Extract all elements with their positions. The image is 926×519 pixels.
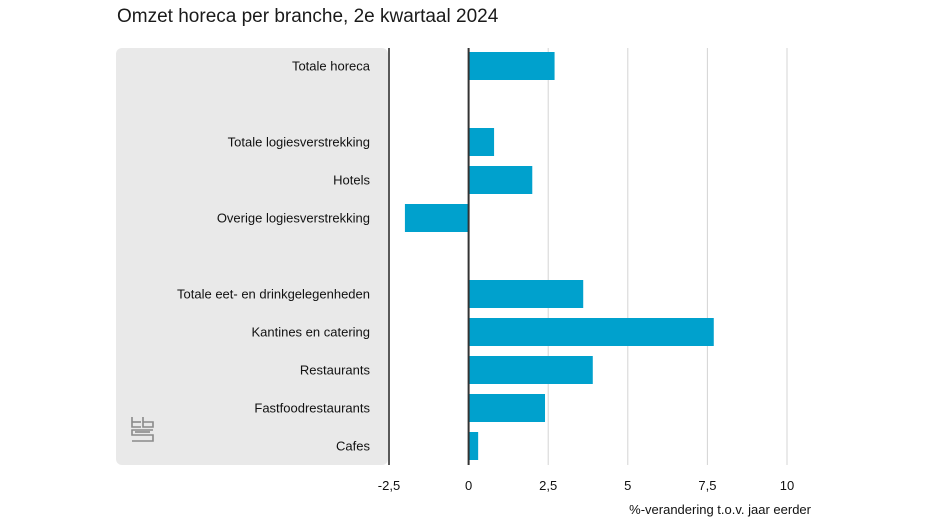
x-tick-label: -2,5 <box>378 478 400 493</box>
bar <box>468 280 584 308</box>
category-label: Overige logiesverstrekking <box>217 211 370 226</box>
x-tick-label: 10 <box>780 478 794 493</box>
x-tick-label: 5 <box>624 478 631 493</box>
category-label: Totale logiesverstrekking <box>228 135 370 150</box>
bar <box>468 394 546 422</box>
category-label: Kantines en catering <box>251 325 370 340</box>
category-label: Restaurants <box>300 363 371 378</box>
bar <box>468 52 555 80</box>
bar <box>468 166 533 194</box>
x-axis-title: %-verandering t.o.v. jaar eerder <box>629 502 812 517</box>
category-label: Hotels <box>333 173 370 188</box>
bar <box>468 356 593 384</box>
category-label: Cafes <box>336 439 370 454</box>
bars <box>404 52 714 460</box>
cbs-logo-icon <box>131 417 154 442</box>
bar <box>468 128 495 156</box>
category-label: Totale eet- en drinkgelegenheden <box>177 287 370 302</box>
category-label-panel <box>116 48 388 465</box>
bar <box>468 432 479 460</box>
bar <box>468 318 714 346</box>
chart-title: Omzet horeca per branche, 2e kwartaal 20… <box>117 6 499 27</box>
gridlines <box>547 48 788 465</box>
bar <box>404 204 469 232</box>
category-label: Totale horeca <box>292 59 371 74</box>
x-tick-label: 0 <box>465 478 472 493</box>
x-tick-labels: -2,5 0 2,5 5 7,5 10 <box>378 478 794 493</box>
x-tick-label: 2,5 <box>539 478 557 493</box>
category-label: Fastfoodrestaurants <box>254 401 370 416</box>
x-tick-label: 7,5 <box>698 478 716 493</box>
category-labels: Totale horeca Totale logiesverstrekking Ho… <box>177 59 371 454</box>
